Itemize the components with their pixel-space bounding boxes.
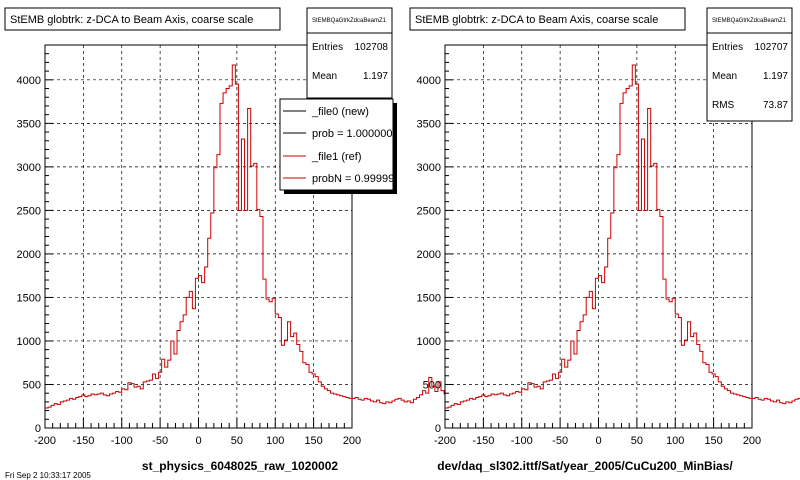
right-stats-mean-value: 1.197 (763, 71, 788, 82)
x-tick-label: -200 (434, 435, 456, 447)
left-x-tick-labels: -200 -150 -100 -50 0 50 100 150 200 (34, 435, 361, 447)
left-title-box (4, 7, 281, 31)
right-title: StEMB globtrk: z-DCA to Beam Axis, coars… (415, 14, 658, 26)
left-stats-entries-label: Entries (312, 42, 343, 53)
y-tick-label: 3000 (17, 162, 41, 174)
y-tick-label: 2500 (17, 205, 41, 217)
y-tick-label: 1500 (417, 292, 441, 304)
x-tick-label: -100 (111, 435, 133, 447)
x-tick-label: 100 (266, 435, 284, 447)
y-tick-label: 4000 (417, 75, 441, 87)
x-tick-label: 50 (631, 435, 643, 447)
left-stats-mean-value: 1.197 (363, 71, 388, 82)
legend-label-prob: prob = 1.000000 (312, 128, 392, 140)
right-stats-rms-value: 73.87 (763, 100, 788, 111)
x-tick-label: 100 (666, 435, 684, 447)
right-x-tick-labels: -200 -150 -100 -50 0 50 100 150 200 (434, 435, 761, 447)
right-y-tick-labels: 0 500 1000 1500 2000 2500 3000 3500 4000 (417, 75, 441, 435)
right-stats-entries-value: 102707 (755, 42, 789, 53)
y-tick-label: 2000 (417, 249, 441, 261)
x-tick-label: -100 (511, 435, 533, 447)
y-tick-label: 2500 (417, 205, 441, 217)
right-stats-mean-label: Mean (712, 71, 737, 82)
y-tick-label: 3500 (17, 118, 41, 130)
footer-timestamp: Fri Sep 2 10:33:17 2005 (5, 471, 91, 480)
y-tick-label: 500 (23, 379, 41, 391)
x-tick-label: 150 (304, 435, 322, 447)
x-tick-label: 200 (343, 435, 361, 447)
x-tick-label: -150 (472, 435, 494, 447)
x-tick-label: -50 (152, 435, 168, 447)
right-stats-entries-label: Entries (712, 42, 743, 53)
left-stats-name: StEMBQaGtrkZdcaBeamZ1 (312, 18, 387, 24)
x-tick-label: -50 (552, 435, 568, 447)
x-tick-label: 0 (595, 435, 601, 447)
left-ticks (44, 44, 353, 429)
x-tick-label: 0 (195, 435, 201, 447)
y-tick-label: 0 (435, 423, 441, 435)
left-title: StEMB globtrk: z-DCA to Beam Axis, coars… (10, 14, 253, 26)
left-histogram-panel: StEMB globtrk: z-DCA to Beam Axis, coars… (4, 7, 497, 473)
right-stats-box (706, 7, 793, 122)
right-grid (445, 45, 752, 428)
legend-entries: _file0 (new) prob = 1.000000 _file1 (ref… (283, 106, 400, 185)
left-x-axis-title: st_physics_6048025_raw_1020002 (142, 459, 338, 473)
right-histogram-line (445, 64, 800, 409)
x-tick-label: 150 (704, 435, 722, 447)
left-grid (45, 45, 352, 428)
left-stats-mean-label: Mean (312, 71, 337, 82)
x-tick-label: 200 (743, 435, 761, 447)
x-tick-label: -200 (34, 435, 56, 447)
y-tick-label: 2000 (17, 249, 41, 261)
right-stats-name: StEMBQaGtrkZdcaBeamZ1 (712, 18, 787, 24)
x-tick-label: 50 (231, 435, 243, 447)
right-stats-rms-label: RMS (712, 100, 735, 111)
right-ticks (444, 44, 753, 429)
y-tick-label: 1500 (17, 292, 41, 304)
legend-box (279, 98, 394, 191)
left-histogram-line-ref (45, 64, 497, 412)
y-tick-label: 0 (35, 423, 41, 435)
y-tick-label: 500 (423, 379, 441, 391)
legend-label-ref: _file1 (ref) (311, 151, 362, 163)
y-tick-label: 4000 (17, 75, 41, 87)
left-stats-box (306, 7, 393, 99)
right-histogram-panel: StEMB globtrk: z-DCA to Beam Axis, coars… (409, 7, 800, 473)
right-x-axis-title: dev/daq_sl302.ittf/Sat/year_2005/CuCu200… (437, 459, 733, 473)
y-tick-label: 1000 (417, 336, 441, 348)
legend-label-new: _file0 (new) (311, 106, 369, 118)
x-tick-label: -150 (72, 435, 94, 447)
right-title-box (409, 7, 686, 31)
y-tick-label: 3000 (417, 162, 441, 174)
left-y-tick-labels: 0 500 1000 1500 2000 2500 3000 3500 4000 (17, 75, 41, 435)
legend-label-probn: probN = 0.999999 (312, 173, 400, 185)
y-tick-label: 3500 (417, 118, 441, 130)
y-tick-label: 1000 (17, 336, 41, 348)
left-stats-entries-value: 102708 (355, 42, 389, 53)
